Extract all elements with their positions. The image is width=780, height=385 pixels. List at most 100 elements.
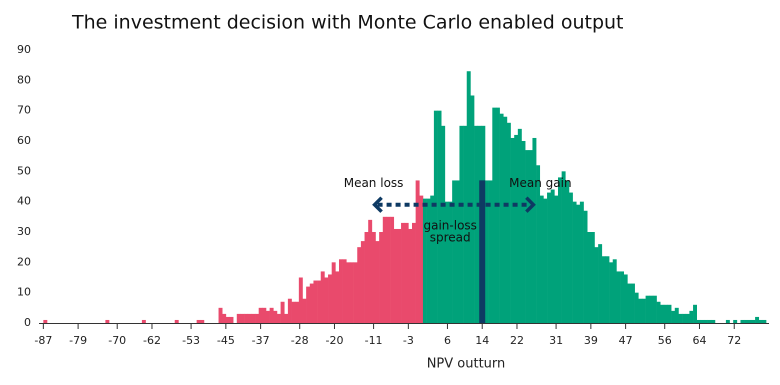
bar <box>287 298 292 323</box>
y-tick-label: 10 <box>17 286 31 299</box>
bar <box>645 295 650 323</box>
bar <box>280 301 285 323</box>
bar <box>225 316 230 323</box>
bar <box>455 180 460 323</box>
bar <box>236 313 241 323</box>
bar <box>309 283 314 323</box>
bar <box>638 298 643 323</box>
bar <box>506 122 511 323</box>
bar <box>320 271 325 323</box>
bar <box>174 319 179 323</box>
bar <box>747 319 752 323</box>
bar <box>349 262 354 323</box>
bar <box>561 171 566 323</box>
bar <box>587 232 592 323</box>
bar <box>411 222 416 323</box>
x-tick-label: -28 <box>291 334 309 347</box>
bar <box>295 301 300 323</box>
bar <box>265 310 270 323</box>
bar <box>601 256 606 323</box>
bar <box>525 150 530 323</box>
bar <box>401 222 405 323</box>
bar <box>590 232 595 323</box>
bar <box>422 198 427 323</box>
bar <box>484 180 489 323</box>
bar <box>532 137 537 323</box>
bar <box>488 180 493 323</box>
bar <box>510 137 515 323</box>
bar <box>495 107 500 323</box>
bar <box>284 313 289 323</box>
bar <box>419 195 424 323</box>
bar <box>594 247 599 323</box>
bar <box>572 201 577 323</box>
bar <box>678 313 683 323</box>
bar <box>649 295 654 323</box>
bar <box>459 125 464 323</box>
bar <box>346 262 351 323</box>
bar <box>663 304 668 323</box>
bar <box>605 256 610 323</box>
bar <box>620 271 624 323</box>
bar <box>693 304 697 323</box>
bar <box>390 216 395 323</box>
x-tick-label: 47 <box>619 334 633 347</box>
x-tick-label: 6 <box>444 334 451 347</box>
bar <box>105 319 110 323</box>
bar <box>364 232 369 323</box>
chart-title: The investment decision with Monte Carlo… <box>71 12 624 34</box>
y-tick-label: 50 <box>17 164 31 177</box>
bar <box>240 313 245 323</box>
bar <box>576 204 581 323</box>
bar <box>696 319 701 323</box>
bar <box>408 228 413 323</box>
bar <box>543 198 548 323</box>
bar <box>141 319 146 323</box>
bar <box>43 319 48 323</box>
x-tick-label: -20 <box>325 334 343 347</box>
bar <box>725 319 730 323</box>
bar <box>196 319 201 323</box>
bar <box>528 150 533 323</box>
annotation-line: spread <box>430 230 471 244</box>
x-tick-label: -37 <box>252 334 270 347</box>
bar <box>255 313 259 323</box>
y-tick-label: 80 <box>17 73 31 86</box>
bar <box>583 210 588 323</box>
bar <box>313 280 318 323</box>
bar <box>671 310 676 323</box>
bar <box>324 277 329 323</box>
bar <box>598 244 603 323</box>
arrow-head <box>525 196 536 213</box>
bar <box>448 201 453 323</box>
bar <box>656 301 661 323</box>
bar <box>660 304 665 323</box>
bar <box>499 113 504 323</box>
bar <box>550 189 555 323</box>
bar <box>218 307 223 323</box>
y-tick-label: 20 <box>17 255 31 268</box>
bar <box>415 180 420 323</box>
bar <box>703 319 708 323</box>
bar <box>685 313 690 323</box>
bar <box>404 222 409 323</box>
x-tick-label: 39 <box>584 334 598 347</box>
bar <box>269 307 274 323</box>
bar <box>755 316 760 323</box>
bar <box>554 195 559 323</box>
bar <box>331 262 336 323</box>
bar <box>474 125 478 323</box>
bar <box>612 259 617 323</box>
bar <box>229 316 234 323</box>
bar <box>357 247 362 323</box>
x-tick-label: 64 <box>692 334 706 347</box>
bar <box>623 274 628 323</box>
bar <box>393 228 398 323</box>
x-tick-label: 22 <box>510 334 524 347</box>
bar <box>368 219 373 323</box>
bar <box>441 125 446 323</box>
x-tick-label: 56 <box>658 334 672 347</box>
x-tick-label: -70 <box>108 334 126 347</box>
bar <box>276 313 281 323</box>
bar <box>744 319 749 323</box>
